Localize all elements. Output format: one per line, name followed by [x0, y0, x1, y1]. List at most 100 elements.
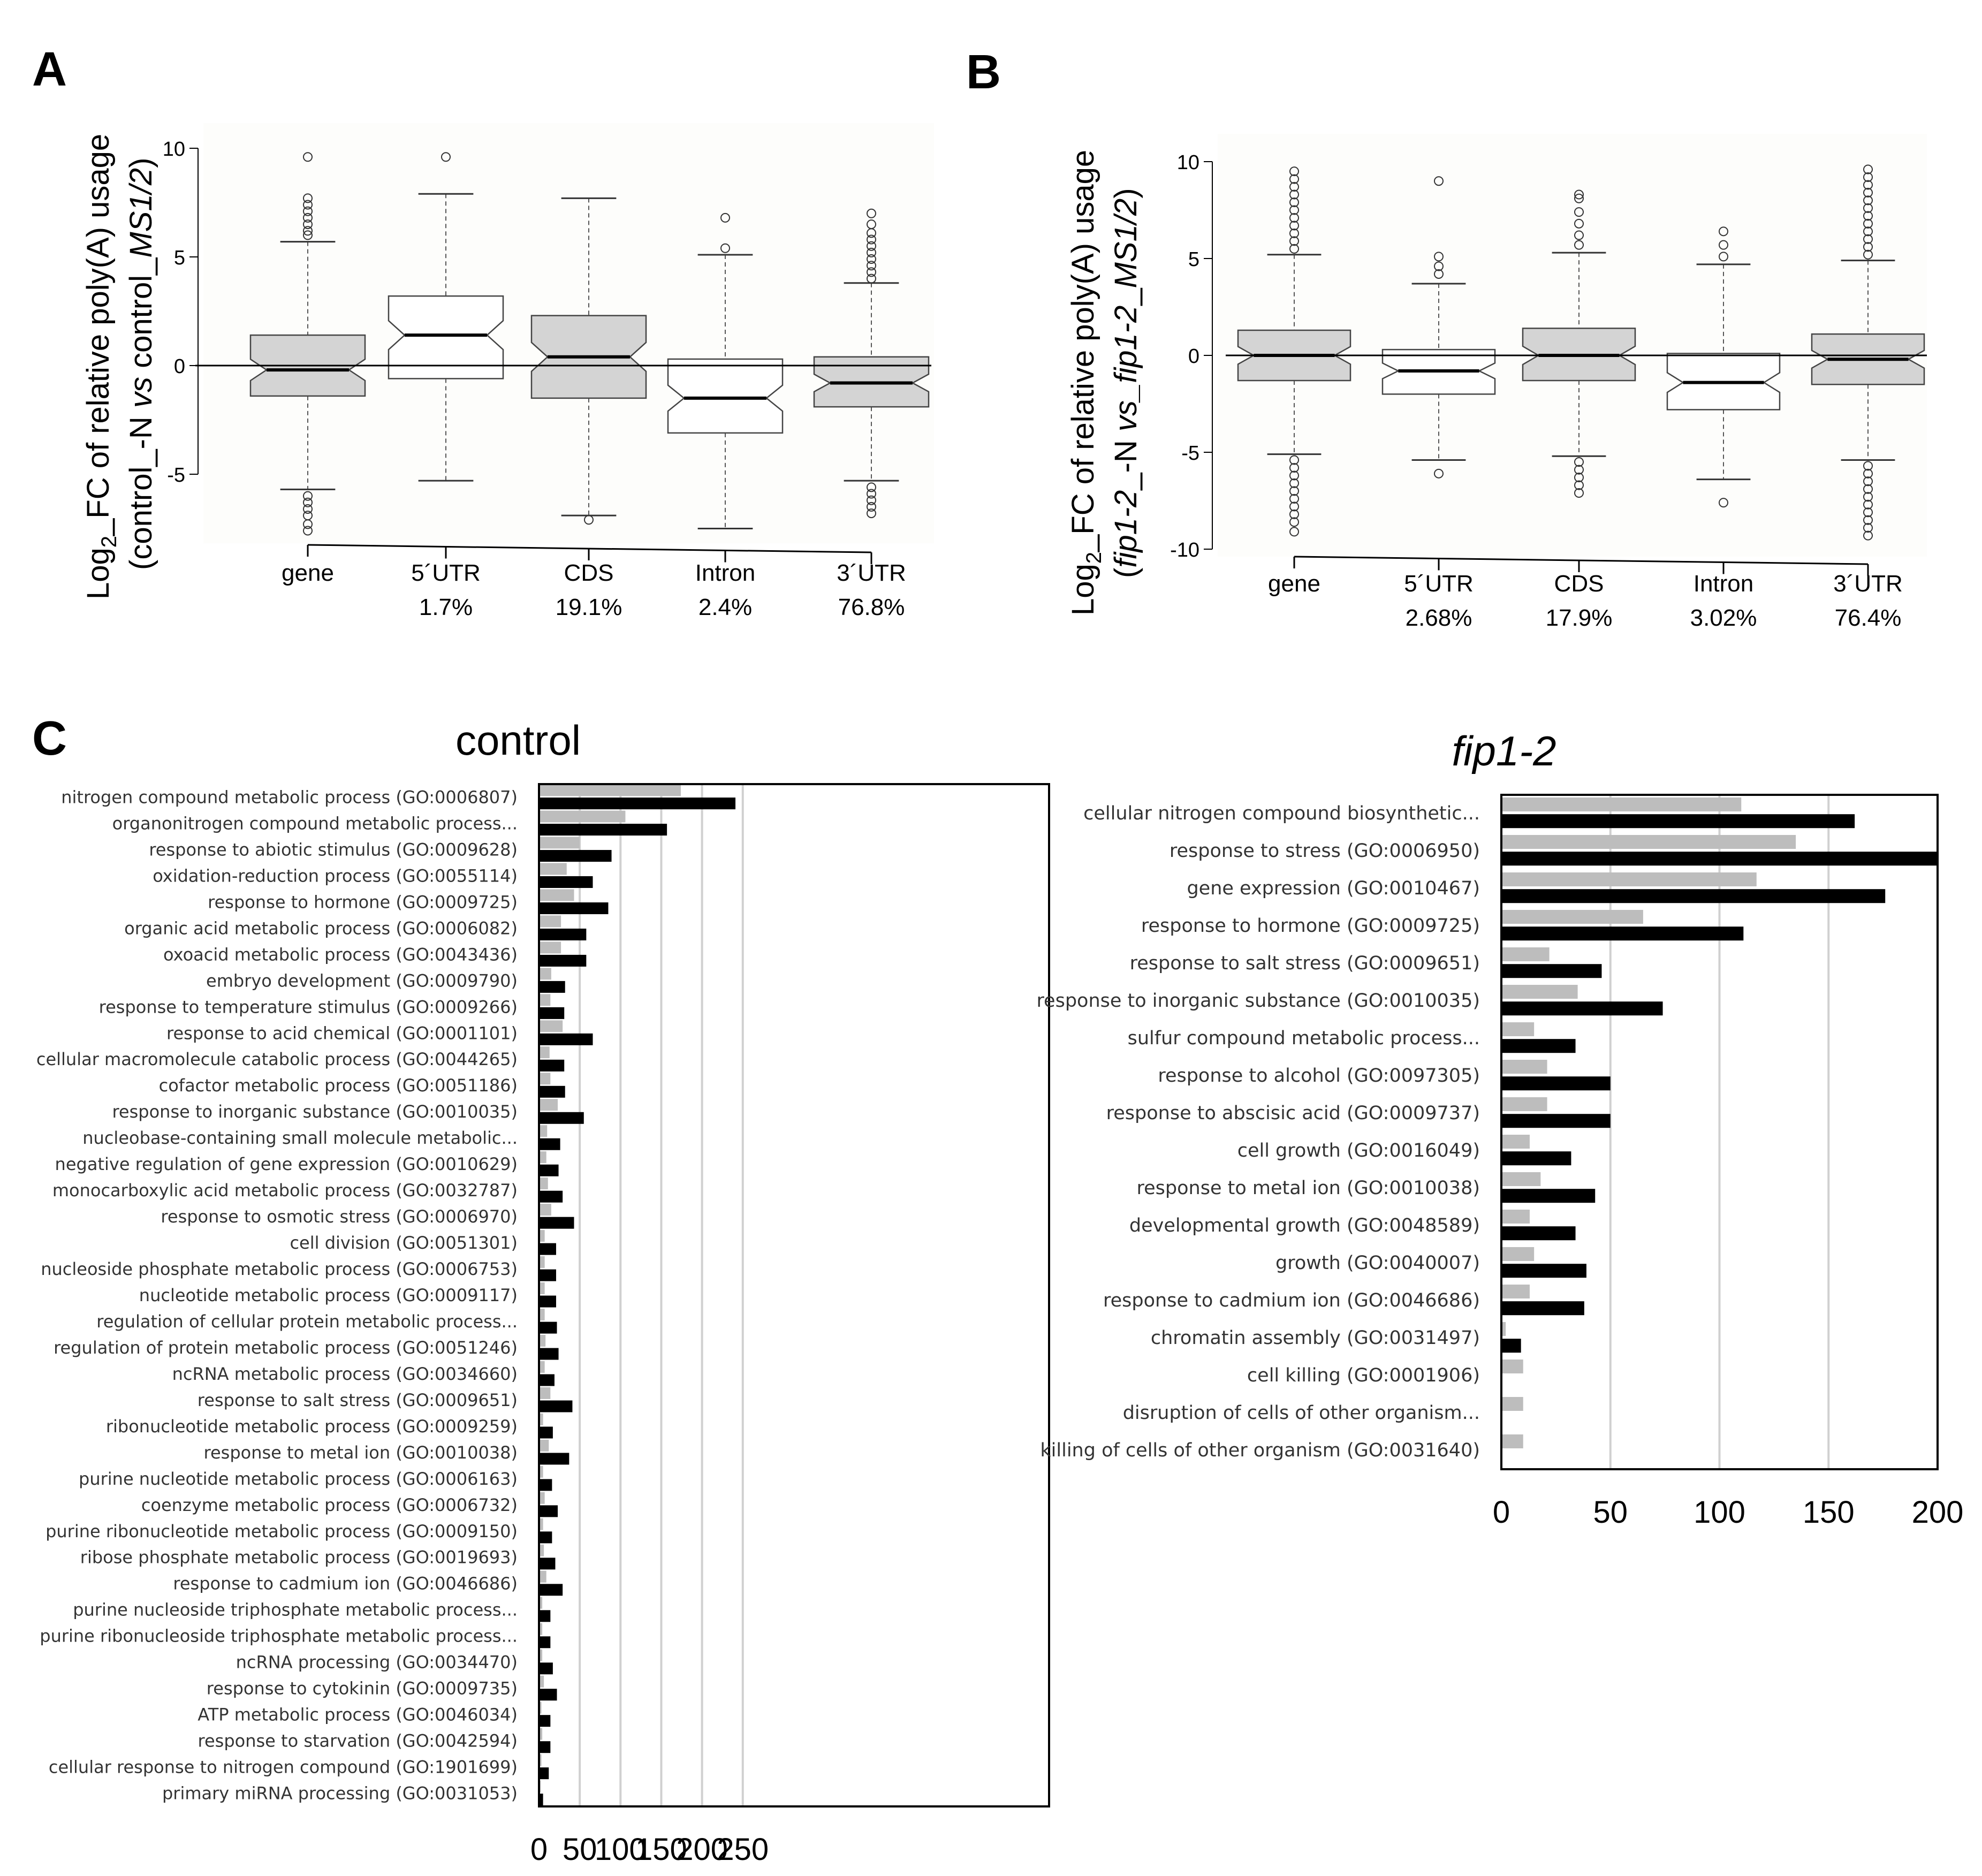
go-term-label: response to acid chemical (GO:0001101)	[166, 1023, 518, 1043]
bar-black	[539, 1348, 559, 1360]
outlier-point	[1574, 207, 1584, 217]
bar-grey	[539, 1492, 545, 1504]
outlier-point	[867, 495, 876, 505]
bar-grey	[539, 1649, 543, 1661]
x-tick-label: 100	[1694, 1495, 1745, 1530]
outlier-point	[1289, 166, 1299, 177]
bar-black	[1501, 1339, 1521, 1353]
bar-black	[1501, 1226, 1576, 1241]
outlier-point	[1863, 164, 1873, 174]
outlier-point	[1863, 461, 1873, 471]
bar-black	[539, 1505, 558, 1517]
bar-grey	[1501, 1022, 1535, 1036]
outlier-point	[1289, 478, 1299, 488]
x-category-label: Intron	[1694, 571, 1754, 597]
bar-black	[539, 876, 593, 888]
outlier-point	[303, 152, 313, 162]
bar-black	[539, 1321, 557, 1334]
y-tick-label: 10	[163, 138, 185, 161]
bar-grey	[539, 1073, 551, 1085]
bar-grey	[1501, 1359, 1523, 1373]
x-percentage-label: 19.1%	[556, 594, 622, 620]
bar-black	[539, 1741, 551, 1753]
bar-grey	[1501, 1397, 1523, 1411]
go-term-label: nucleoside phosphate metabolic process (…	[41, 1259, 518, 1279]
x-category-label: CDS	[564, 560, 614, 586]
bar-grey	[1501, 1285, 1530, 1298]
go-term-label: ncRNA processing (GO:0034470)	[236, 1652, 518, 1673]
outlier-point	[1863, 515, 1873, 525]
panel-label-b: B	[966, 45, 1001, 99]
bar-black	[539, 1059, 565, 1072]
x-percentage-label: 3.02%	[1690, 605, 1757, 631]
go-term-label: primary miRNA processing (GO:0031053)	[162, 1783, 518, 1804]
go-term-label: gene expression (GO:0010467)	[1187, 878, 1480, 899]
outlier-point	[303, 200, 313, 210]
outlier-point	[867, 267, 876, 277]
bar-black	[1501, 1001, 1663, 1016]
outlier-point	[1574, 480, 1584, 490]
outlier-point	[1289, 228, 1299, 238]
go-term-label: response to inorganic substance (GO:0010…	[1036, 990, 1480, 1012]
bar-black	[1501, 964, 1602, 978]
outlier-point	[1434, 261, 1444, 271]
outlier-point	[303, 193, 313, 203]
panel-label-a: A	[32, 43, 67, 96]
panel-b-ylabel-line1: Log2_FC of relative poly(A) usage	[1066, 150, 1106, 616]
bar-black	[539, 1767, 549, 1780]
go-term-label: negative regulation of gene expression (…	[55, 1154, 518, 1174]
bar-black	[539, 1610, 551, 1622]
go-term-label: response to inorganic substance (GO:0010…	[112, 1102, 518, 1122]
go-term-label: killing of cells of other organism (GO:0…	[1040, 1440, 1480, 1461]
bar-grey	[539, 1282, 545, 1294]
bar-grey	[539, 1361, 545, 1373]
go-term-label: embryo development (GO:0009790)	[206, 970, 518, 991]
bar-black	[539, 1295, 556, 1308]
bar-grey	[539, 1675, 544, 1688]
outlier-point	[1434, 269, 1444, 279]
go-term-label: ATP metabolic process (GO:0046034)	[198, 1705, 518, 1725]
outlier-point	[1574, 465, 1584, 475]
outlier-point	[1289, 509, 1299, 519]
bar-grey	[539, 1046, 550, 1059]
bar-grey	[1501, 910, 1643, 924]
go-term-label: response to metal ion (GO:0010038)	[204, 1442, 518, 1463]
outlier-point	[1289, 486, 1299, 496]
outlier-point	[303, 504, 313, 514]
outlier-point	[1863, 484, 1873, 494]
outlier-point	[1574, 193, 1584, 203]
x-percentage-label: 17.9%	[1546, 605, 1613, 631]
x-percentage-label: 1.7%	[419, 594, 473, 620]
bar-grey	[1501, 1135, 1530, 1149]
bar-black	[539, 1794, 543, 1806]
bar-grey	[539, 1702, 542, 1714]
bar-grey	[539, 1439, 549, 1452]
bar-grey	[539, 1570, 546, 1583]
outlier-point	[1434, 176, 1444, 186]
outlier-point	[1863, 226, 1873, 237]
outlier-point	[1289, 189, 1299, 200]
outlier-point	[1289, 470, 1299, 481]
go-term-label: response to temperature stimulus (GO:000…	[99, 997, 518, 1017]
bar-black	[539, 928, 587, 940]
panel-b-plot-area: 10 5 0 -5 -10 gene 5´UTR 2.68% CDS 17.9% Intron 3.0…	[1170, 134, 1927, 631]
bar-black	[539, 1715, 551, 1727]
outlier-point	[720, 212, 730, 223]
bar-grey	[1501, 1247, 1535, 1261]
bar-grey	[539, 1178, 548, 1190]
bar-grey	[539, 1334, 546, 1347]
y-tick-label: 0	[1188, 345, 1199, 368]
outlier-point	[1289, 493, 1299, 504]
bar-grey	[539, 863, 567, 875]
bar-grey	[539, 1308, 545, 1320]
go-term-label: purine nucleoside triphosphate metabolic…	[73, 1600, 518, 1620]
outlier-point	[303, 219, 313, 230]
box-1	[388, 295, 504, 379]
go-term-label: nitrogen compound metabolic process (GO:…	[61, 787, 518, 807]
bar-black	[539, 1033, 593, 1045]
bar-black	[539, 1085, 565, 1098]
x-tick-label: 200	[676, 1832, 728, 1867]
bar-black	[539, 1217, 574, 1229]
bar-black	[539, 1112, 584, 1124]
